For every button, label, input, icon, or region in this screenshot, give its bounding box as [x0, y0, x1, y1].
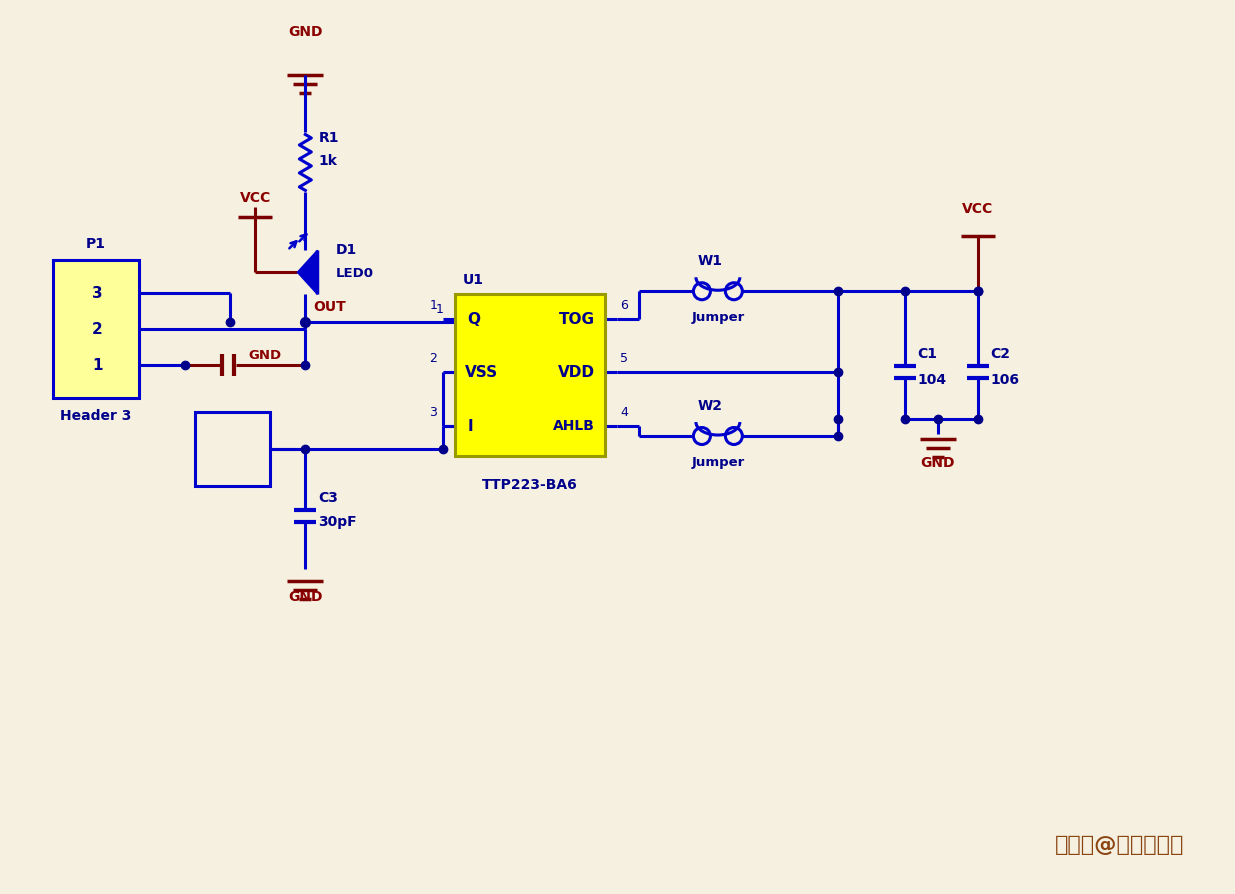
Text: GND: GND [248, 349, 282, 362]
Text: GND: GND [288, 25, 322, 38]
Text: I: I [467, 418, 473, 434]
Text: OUT: OUT [314, 300, 346, 314]
Text: GND: GND [288, 590, 322, 603]
Text: 2: 2 [430, 352, 437, 365]
Text: 1k: 1k [319, 155, 337, 168]
Text: Header 3: Header 3 [61, 409, 131, 423]
Text: 3: 3 [93, 286, 103, 301]
Text: P1: P1 [85, 237, 105, 251]
Polygon shape [298, 250, 317, 294]
Text: 106: 106 [990, 373, 1020, 387]
Text: C3: C3 [319, 491, 338, 505]
Text: 1: 1 [435, 303, 443, 316]
Text: 6: 6 [620, 299, 627, 312]
Text: TTP223-BA6: TTP223-BA6 [482, 478, 578, 492]
Text: 3: 3 [430, 406, 437, 419]
FancyBboxPatch shape [456, 294, 605, 456]
Text: Jumper: Jumper [692, 311, 745, 325]
Text: VSS: VSS [466, 365, 498, 380]
Text: 5: 5 [620, 352, 627, 365]
Text: 2: 2 [93, 322, 103, 337]
FancyBboxPatch shape [53, 260, 138, 398]
Text: VCC: VCC [240, 191, 270, 206]
Text: 4: 4 [620, 406, 627, 419]
Text: VCC: VCC [962, 202, 993, 216]
Text: 搜狐号@雕爸学编程: 搜狐号@雕爸学编程 [1055, 835, 1184, 856]
Text: LED0: LED0 [336, 267, 373, 280]
Text: 104: 104 [918, 373, 947, 387]
Text: Q: Q [467, 312, 480, 326]
Text: TOG: TOG [559, 312, 595, 326]
Text: W1: W1 [698, 254, 722, 268]
Text: Jumper: Jumper [692, 456, 745, 469]
Text: C2: C2 [990, 347, 1010, 361]
Text: R1: R1 [319, 131, 338, 146]
Text: GND: GND [920, 456, 955, 470]
Text: D1: D1 [336, 243, 357, 257]
Text: U1: U1 [463, 274, 484, 287]
Text: VDD: VDD [558, 365, 595, 380]
Text: 1: 1 [93, 358, 103, 373]
Text: W2: W2 [698, 399, 722, 413]
Text: C1: C1 [918, 347, 937, 361]
Text: AHLB: AHLB [553, 419, 595, 433]
Text: 1: 1 [430, 299, 437, 312]
Text: 30pF: 30pF [319, 515, 357, 529]
